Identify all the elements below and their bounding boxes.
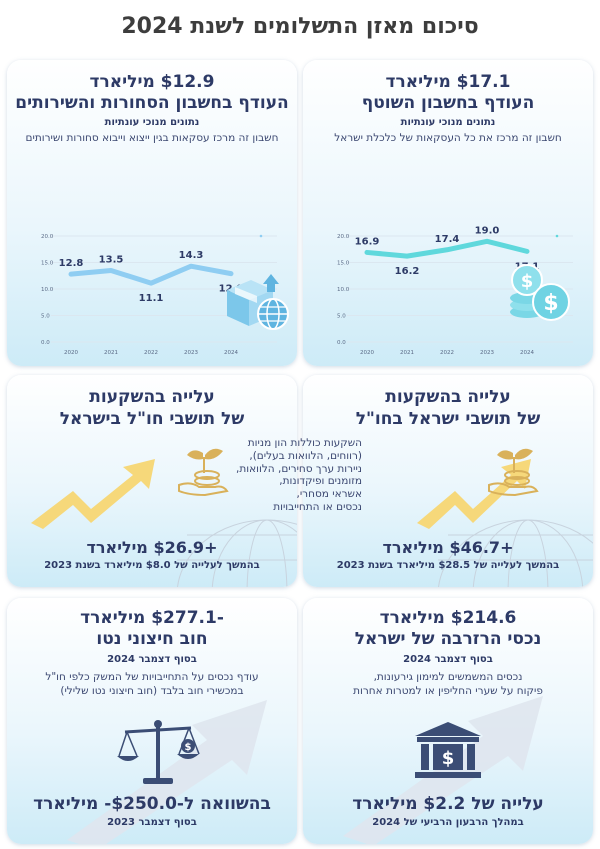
investments-description-line: השקעות כוללות הון מניות — [247, 437, 362, 449]
data-label: 12.8 — [59, 258, 84, 269]
data-label: 17.4 — [435, 234, 460, 245]
trade-account-description: חשבון זה מרכז עסקאות בגין ייצוא וייבוא ס… — [25, 132, 279, 144]
grid-end-marker — [259, 234, 263, 238]
x-tick-label: 2022 — [440, 350, 454, 356]
data-label: 11.1 — [139, 293, 164, 304]
net-debt-comparison-note: בסוף דצמבר 2023 — [107, 817, 197, 828]
balance-scale-icon: $ — [117, 720, 200, 784]
x-tick-label: 2024 — [224, 350, 238, 356]
net-debt-comparison: בהשוואה ל-$250.0- מיליארד — [33, 794, 271, 814]
svg-text:$: $ — [442, 748, 455, 769]
reserves-description-line2: פיקוח על שערי החליפין או למטרות אחרות — [353, 685, 543, 697]
current-account-description: חשבון זה מרכז את כל העסקאות של כלכלת ישר… — [334, 132, 562, 144]
grid-end-marker — [555, 234, 559, 238]
svg-text:$: $ — [521, 271, 534, 292]
coins-dollar-icon: $ $ — [510, 264, 570, 321]
net-debt-amount: -$277.1 מיליארד — [80, 608, 224, 628]
invest-abroad-note: בהמשך לעלייה של $28.5 מיליארד בשנת 2023 — [336, 560, 560, 571]
y-tick-label: 5.0 — [41, 314, 50, 320]
y-tick-label: 10.0 — [41, 287, 54, 293]
investments-description-line: נכסים או התחייבויות — [273, 500, 362, 513]
reserves-description-line1: נכסים המשמשים למימון גירעונות, — [373, 671, 523, 683]
y-tick-label: 15.0 — [41, 261, 54, 267]
invest-in-israel-title-line1: עלייה בהשקעות — [89, 387, 215, 407]
x-tick-label: 2020 — [360, 350, 374, 356]
data-label: 19.0 — [475, 225, 500, 236]
invest-in-israel-note: בהמשך לעלייה של $8.0 מיליארד בשנת 2023 — [44, 560, 260, 571]
series-line — [364, 238, 530, 259]
current-account-amount: $17.1 מיליארד — [385, 72, 511, 92]
y-tick-label: 0.0 — [41, 340, 50, 346]
svg-text:$: $ — [185, 742, 192, 753]
page-title: סיכום מאזן התשלומים לשנת 2024 — [121, 14, 479, 39]
background-arrow-icon — [67, 700, 267, 844]
net-debt-description-line2: במכשירי חוב בלבד (חוב חיצוני נטו שלילי) — [60, 685, 244, 697]
trade-account-title: העודף בחשבון הסחורות והשירותים — [15, 93, 289, 113]
invest-in-israel-amount: +$26.9 מיליארד — [86, 538, 218, 557]
x-tick-label: 2020 — [64, 350, 78, 356]
y-tick-label: 0.0 — [337, 340, 346, 346]
data-label: 16.9 — [355, 236, 380, 247]
x-tick-label: 2023 — [480, 350, 494, 356]
current-account-card: $17.1 מיליארד העודף בחשבון השוטף נתונים … — [303, 60, 593, 366]
y-tick-label: 20.0 — [41, 234, 54, 240]
x-tick-label: 2023 — [184, 350, 198, 356]
net-debt-description-line1: עודף נכסים על התחייבויות של המשק כלפי חו… — [45, 671, 259, 683]
invest-abroad-card: עלייה בהשקעות של תושבי ישראל בחו"ל +$46.… — [303, 375, 593, 587]
invest-in-israel-card: עלייה בהשקעות של תושבי חו"ל בישראל +$26.… — [7, 375, 297, 587]
net-debt-title: חוב חיצוני נטו — [96, 629, 208, 649]
investments-description-line: ניירות ערך סחירים, הלוואות, — [235, 462, 362, 475]
trade-account-card: $12.9 מיליארד העודף בחשבון הסחורות והשיר… — [7, 60, 297, 366]
y-tick-label: 10.0 — [337, 287, 350, 293]
reserves-date: בסוף דצמבר 2024 — [403, 654, 493, 665]
growth-arrow-icon — [417, 459, 531, 529]
reserves-change: עלייה של $2.2 מיליארד — [352, 794, 544, 814]
trade-account-amount: $12.9 מיליארד — [89, 72, 215, 92]
trade-account-chart: 0.05.010.015.020.012.813.511.114.312.920… — [41, 234, 277, 356]
x-tick-label: 2022 — [144, 350, 158, 356]
reserves-card: $214.6 מיליארד נכסי הרזרבה של ישראל בסוף… — [303, 598, 593, 844]
reserves-title: נכסי הרזרבה של ישראל — [354, 629, 542, 649]
y-tick-label: 5.0 — [337, 314, 346, 320]
current-account-title: העודף בחשבון השוטף — [361, 93, 535, 113]
growth-arrow-icon — [31, 459, 155, 529]
reserves-change-note: במהלך הרבעון הרביעי של 2024 — [372, 817, 524, 828]
invest-abroad-amount: +$46.7 מיליארד — [382, 538, 514, 557]
data-label: 16.2 — [395, 266, 420, 277]
box-globe-icon — [227, 274, 289, 330]
invest-in-israel-title-line2: של תושבי חו"ל בישראל — [59, 409, 245, 429]
x-tick-label: 2021 — [104, 350, 118, 356]
net-debt-date: בסוף דצמבר 2024 — [107, 654, 197, 665]
svg-text:$: $ — [543, 291, 558, 316]
invest-abroad-title-line2: של תושבי ישראל בחו"ל — [355, 409, 541, 429]
trade-account-subtitle: נתונים מנוכי עונתיות — [104, 117, 200, 128]
y-tick-label: 15.0 — [337, 261, 350, 267]
invest-abroad-title-line1: עלייה בהשקעות — [385, 387, 511, 407]
data-label: 13.5 — [99, 254, 124, 265]
y-tick-label: 20.0 — [337, 234, 350, 240]
net-debt-card: -$277.1 מיליארד חוב חיצוני נטו בסוף דצמב… — [7, 598, 297, 844]
bank-dollar-icon: $ — [415, 722, 481, 778]
x-tick-label: 2024 — [520, 350, 534, 356]
hand-plant-coins-icon — [488, 448, 539, 497]
globe-grid-icon — [177, 519, 297, 587]
investments-description-line: אשראי מסחרי, — [296, 488, 362, 501]
investments-description-line: (רווחים, הלוואות בעלים), — [249, 449, 362, 462]
current-account-subtitle: נתונים מנוכי עונתיות — [400, 117, 496, 128]
investments-description-line: מזומנים ופיקדונות, — [279, 475, 362, 488]
current-account-chart: 0.05.010.015.020.016.916.217.419.017.120… — [337, 225, 573, 356]
data-label: 14.3 — [179, 250, 204, 261]
series-line — [68, 263, 234, 286]
investments-description: השקעות כוללות הון מניות (רווחים, הלוואות… — [232, 437, 362, 514]
x-tick-label: 2021 — [400, 350, 414, 356]
hand-plant-coins-icon — [178, 448, 229, 497]
reserves-amount: $214.6 מיליארד — [379, 608, 517, 628]
globe-grid-icon — [438, 519, 593, 587]
